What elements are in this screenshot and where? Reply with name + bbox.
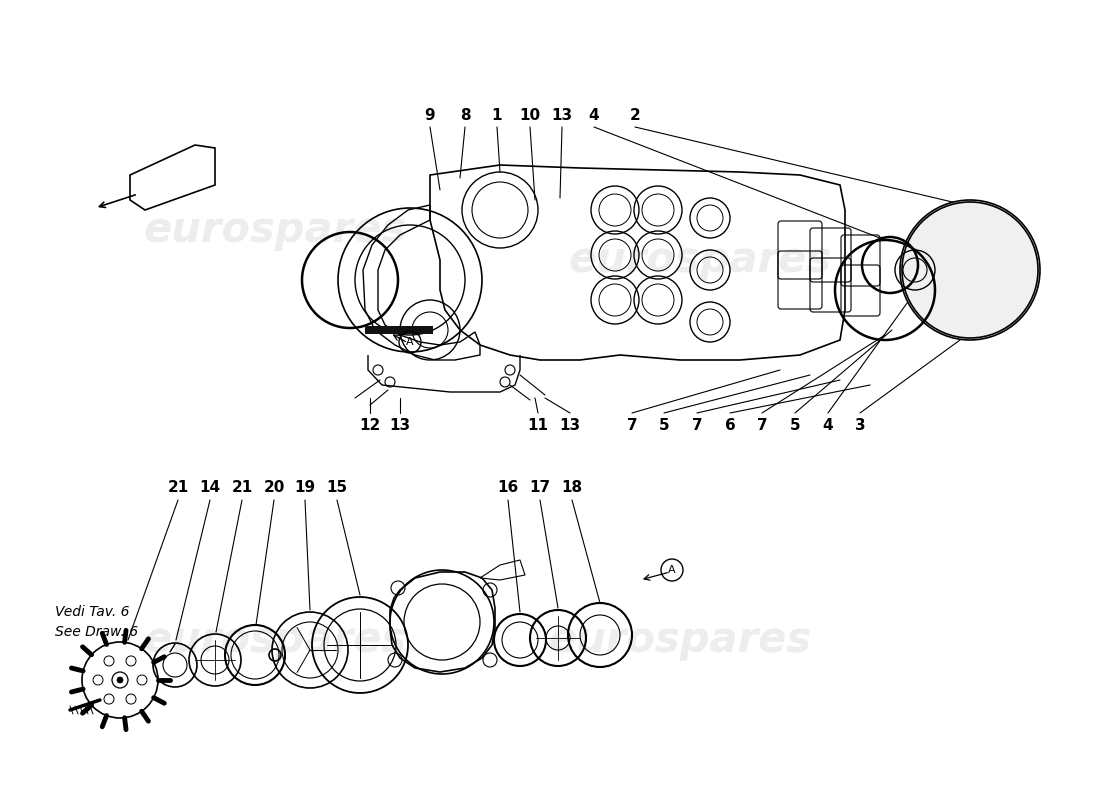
- Text: eurospares: eurospares: [143, 209, 407, 251]
- Text: 13: 13: [389, 418, 410, 433]
- Text: 4: 4: [588, 107, 600, 122]
- Text: 18: 18: [561, 481, 583, 495]
- Text: 8: 8: [460, 107, 471, 122]
- Text: 21: 21: [167, 481, 188, 495]
- Text: 5: 5: [790, 418, 801, 433]
- Circle shape: [117, 677, 123, 683]
- Text: 10: 10: [519, 107, 540, 122]
- Text: 3: 3: [855, 418, 866, 433]
- Text: 11: 11: [528, 418, 549, 433]
- Text: 2: 2: [629, 107, 640, 122]
- Text: 4: 4: [823, 418, 834, 433]
- Text: 13: 13: [551, 107, 573, 122]
- Text: 6: 6: [725, 418, 736, 433]
- FancyBboxPatch shape: [365, 326, 433, 334]
- Text: 9: 9: [425, 107, 436, 122]
- Text: 21: 21: [231, 481, 253, 495]
- Text: 7: 7: [692, 418, 702, 433]
- Text: 16: 16: [497, 481, 518, 495]
- Text: 7: 7: [757, 418, 768, 433]
- Text: 17: 17: [529, 481, 551, 495]
- Text: 7: 7: [627, 418, 637, 433]
- Text: A: A: [406, 337, 414, 347]
- Text: See Draw. 6: See Draw. 6: [55, 625, 139, 639]
- Text: 13: 13: [560, 418, 581, 433]
- Text: A: A: [668, 565, 675, 575]
- Text: eurospares: eurospares: [549, 619, 812, 661]
- Text: eurospares: eurospares: [569, 239, 832, 281]
- Text: 5: 5: [659, 418, 669, 433]
- Text: 20: 20: [263, 481, 285, 495]
- Text: 14: 14: [199, 481, 221, 495]
- Text: 12: 12: [360, 418, 381, 433]
- Text: 19: 19: [295, 481, 316, 495]
- Text: eurospares: eurospares: [143, 619, 407, 661]
- Text: Vedi Tav. 6: Vedi Tav. 6: [55, 605, 130, 619]
- Text: 15: 15: [327, 481, 348, 495]
- Circle shape: [900, 200, 1040, 340]
- Text: 1: 1: [492, 107, 503, 122]
